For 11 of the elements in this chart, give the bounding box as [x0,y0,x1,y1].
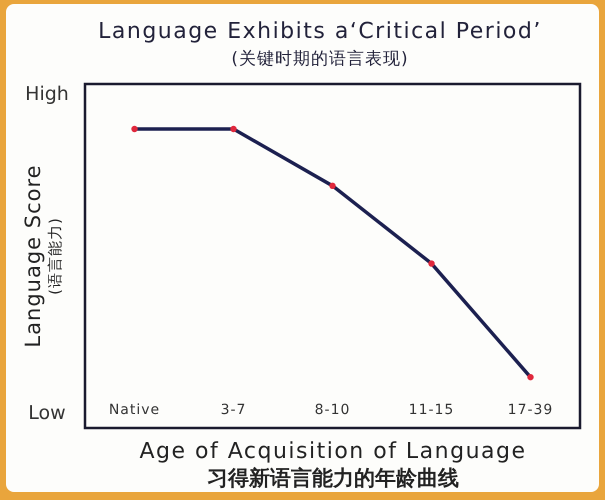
x-tick-label: 11-15 [408,402,454,418]
x-axis-title: Age of Acquisition of Language 习得新语言能力的年龄曲线 [140,439,526,490]
y-axis-title: Language Score (语言能力) [21,164,64,348]
x-tick-label: 3-7 [220,402,246,418]
chart-title: Language Exhibits a‘Critical Period’ [98,19,542,44]
x-tick-label: 8-10 [314,402,350,418]
x-tick-label: Native [108,402,160,418]
chart-subtitle: (关键时期的语言表现) [231,49,409,69]
text: High [25,83,69,105]
x-tick-label: 17-39 [508,402,554,418]
text: Low [28,402,66,424]
